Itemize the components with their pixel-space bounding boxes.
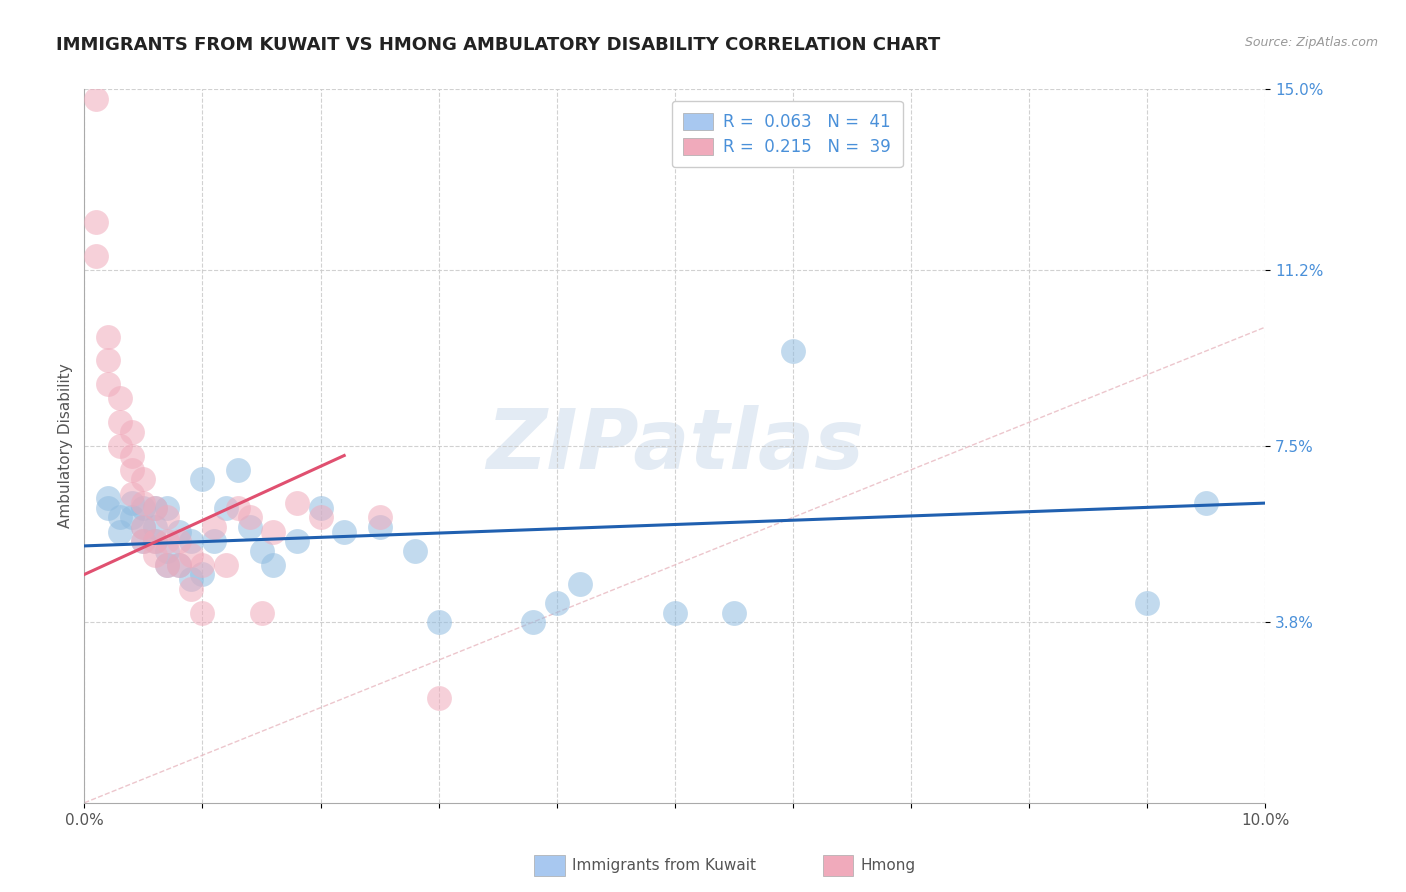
- Point: [180, 534, 202, 549]
- Legend: R =  0.063   N =  41, R =  0.215   N =  39: R = 0.063 N = 41, R = 0.215 N = 39: [672, 101, 903, 168]
- Point: [97, 491, 120, 506]
- Point: [108, 415, 131, 429]
- Point: [262, 558, 284, 572]
- Point: [664, 606, 686, 620]
- Point: [285, 534, 308, 549]
- Point: [97, 353, 120, 368]
- Point: [250, 606, 273, 620]
- Text: ZIPatlas: ZIPatlas: [486, 406, 863, 486]
- Point: [167, 558, 190, 572]
- Point: [156, 534, 179, 549]
- Point: [202, 534, 225, 549]
- Point: [285, 496, 308, 510]
- Point: [143, 534, 166, 549]
- Point: [143, 534, 166, 549]
- Point: [121, 486, 143, 500]
- Point: [132, 500, 155, 515]
- Point: [143, 549, 166, 563]
- Text: Hmong: Hmong: [860, 858, 915, 872]
- Point: [368, 520, 391, 534]
- Point: [167, 534, 190, 549]
- Point: [215, 500, 238, 515]
- Point: [226, 463, 249, 477]
- Y-axis label: Ambulatory Disability: Ambulatory Disability: [58, 364, 73, 528]
- Point: [132, 534, 155, 549]
- Point: [132, 520, 155, 534]
- Point: [121, 510, 143, 524]
- Point: [97, 500, 120, 515]
- Point: [180, 549, 202, 563]
- Point: [546, 596, 568, 610]
- Point: [84, 249, 107, 263]
- Point: [108, 439, 131, 453]
- Point: [309, 500, 332, 515]
- Point: [132, 520, 155, 534]
- Point: [167, 558, 190, 572]
- Point: [167, 524, 190, 539]
- Point: [309, 510, 332, 524]
- Point: [1195, 496, 1218, 510]
- Point: [180, 582, 202, 596]
- Point: [156, 510, 179, 524]
- Point: [143, 520, 166, 534]
- Point: [1136, 596, 1159, 610]
- Point: [191, 567, 214, 582]
- Point: [427, 615, 450, 629]
- Text: Immigrants from Kuwait: Immigrants from Kuwait: [572, 858, 756, 872]
- Point: [262, 524, 284, 539]
- Point: [723, 606, 745, 620]
- Point: [239, 510, 262, 524]
- Point: [404, 543, 426, 558]
- Point: [250, 543, 273, 558]
- Text: IMMIGRANTS FROM KUWAIT VS HMONG AMBULATORY DISABILITY CORRELATION CHART: IMMIGRANTS FROM KUWAIT VS HMONG AMBULATO…: [56, 36, 941, 54]
- Point: [97, 377, 120, 392]
- Point: [522, 615, 544, 629]
- Point: [368, 510, 391, 524]
- Point: [84, 92, 107, 106]
- Point: [569, 577, 592, 591]
- Point: [132, 472, 155, 486]
- Point: [132, 496, 155, 510]
- Point: [108, 524, 131, 539]
- Point: [333, 524, 356, 539]
- Point: [84, 215, 107, 229]
- Point: [180, 572, 202, 586]
- Point: [191, 558, 214, 572]
- Point: [239, 520, 262, 534]
- Point: [121, 449, 143, 463]
- Point: [215, 558, 238, 572]
- Point: [191, 606, 214, 620]
- Point: [782, 343, 804, 358]
- Point: [121, 463, 143, 477]
- Point: [427, 691, 450, 706]
- Point: [121, 425, 143, 439]
- Point: [97, 329, 120, 343]
- Point: [108, 392, 131, 406]
- Point: [121, 496, 143, 510]
- Point: [156, 558, 179, 572]
- Text: Source: ZipAtlas.com: Source: ZipAtlas.com: [1244, 36, 1378, 49]
- Point: [226, 500, 249, 515]
- Point: [108, 510, 131, 524]
- Point: [156, 558, 179, 572]
- Point: [156, 500, 179, 515]
- Point: [143, 500, 166, 515]
- Point: [143, 500, 166, 515]
- Point: [156, 543, 179, 558]
- Point: [202, 520, 225, 534]
- Point: [132, 534, 155, 549]
- Point: [191, 472, 214, 486]
